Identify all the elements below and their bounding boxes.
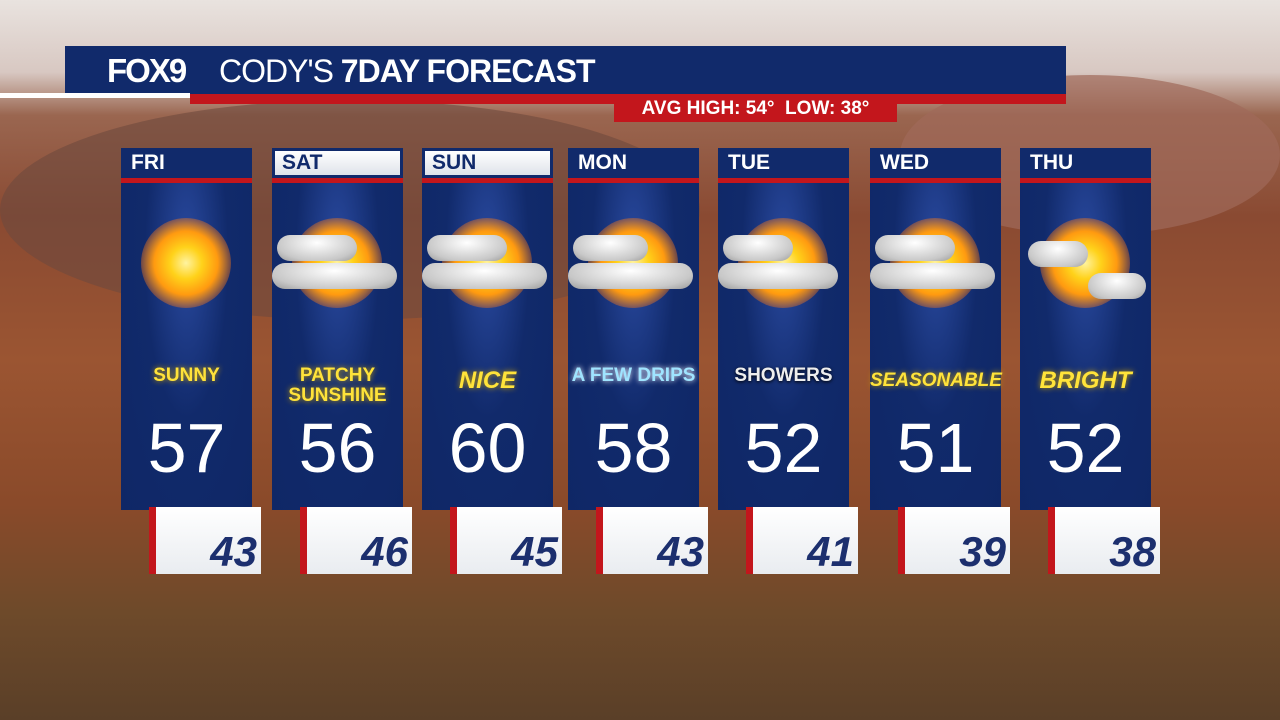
condition-label: SEASONABLE — [870, 370, 1002, 391]
red-stripe — [422, 178, 553, 183]
low-temp-box: 46 — [300, 507, 412, 575]
cloud-icon — [568, 263, 693, 289]
condition-label: SHOWERS — [734, 365, 833, 386]
cloud-icon — [1088, 273, 1146, 299]
day-label: MON — [568, 148, 699, 178]
low-temp-box: 39 — [898, 507, 1010, 575]
day-column: THU BRIGHT 52 38 — [1020, 148, 1160, 575]
cloud-icon — [573, 235, 648, 261]
cloud-icon — [427, 235, 507, 261]
forecast-panel: SHOWERS 52 — [718, 183, 849, 510]
fox9-logo: FOX9 — [107, 52, 187, 89]
high-temp: 52 — [1046, 409, 1125, 487]
high-temp: 57 — [147, 409, 226, 487]
low-temp-box: 43 — [596, 507, 708, 575]
day-column: TUE SHOWERS 52 41 — [718, 148, 858, 575]
cloud-icon — [718, 263, 838, 289]
cloud-icon — [1028, 241, 1088, 267]
day-label: TUE — [718, 148, 849, 178]
cloud-icon — [870, 263, 995, 289]
cloud-icon — [277, 235, 357, 261]
cloud-icon — [875, 235, 955, 261]
cloud-icon — [272, 263, 397, 289]
condition-label: A FEW DRIPS — [571, 365, 696, 386]
red-stripe — [568, 178, 699, 183]
day-column: WED SEASONABLE 51 39 — [870, 148, 1010, 575]
low-temp: 43 — [210, 528, 257, 575]
low-temp: 46 — [361, 528, 408, 575]
condition-label: PATCHY SUNSHINE — [288, 365, 387, 406]
red-stripe — [1020, 178, 1151, 183]
forecast-panel: NICE 60 — [422, 183, 553, 510]
low-temp: 38 — [1109, 528, 1156, 575]
condition-label: BRIGHT — [1039, 367, 1132, 394]
day-column: SUN NICE 60 45 — [422, 148, 562, 575]
red-stripe — [718, 178, 849, 183]
cloud-icon — [422, 263, 547, 289]
high-temp: 52 — [744, 409, 823, 487]
title-main: 7DAY FORECAST — [340, 53, 596, 89]
high-temp: 58 — [594, 409, 673, 487]
condition-label: SUNNY — [153, 365, 220, 386]
low-temp-box: 41 — [746, 507, 858, 575]
day-label: WED — [870, 148, 1001, 178]
forecast-panel: SEASONABLE 51 — [870, 183, 1002, 510]
low-temp-box: 43 — [149, 507, 261, 575]
condition-label: NICE — [458, 367, 517, 394]
page-title: CODY'S 7DAY FORECAST — [219, 53, 596, 90]
forecast-panel: SUNNY 57 — [121, 183, 252, 510]
high-temp: 56 — [298, 409, 377, 487]
title-bar: FOX9 CODY'S 7DAY FORECAST — [65, 46, 1066, 94]
sun-icon — [141, 218, 231, 308]
low-temp: 45 — [511, 528, 558, 575]
high-temp: 51 — [896, 409, 975, 487]
day-column: MON A FEW DRIPS 58 43 — [568, 148, 708, 575]
forecast-panel: BRIGHT 52 — [1020, 183, 1151, 510]
low-temp-box: 38 — [1048, 507, 1160, 575]
day-column: SAT PATCHY SUNSHINE 56 46 — [272, 148, 412, 575]
title-name: CODY'S — [219, 53, 341, 89]
low-temp: 41 — [807, 528, 854, 575]
day-label: THU — [1020, 148, 1151, 178]
forecast-panel: A FEW DRIPS 58 — [568, 183, 699, 510]
low-temp-box: 45 — [450, 507, 562, 575]
divider — [0, 93, 190, 98]
day-label: SUN — [422, 148, 553, 178]
day-column: FRI SUNNY 57 43 — [121, 148, 261, 575]
day-label: SAT — [272, 148, 403, 178]
high-temp: 60 — [448, 409, 527, 487]
red-stripe — [870, 178, 1001, 183]
low-temp: 39 — [959, 528, 1006, 575]
forecast-panel: PATCHY SUNSHINE 56 — [272, 183, 403, 510]
low-temp: 43 — [657, 528, 704, 575]
red-stripe — [272, 178, 403, 183]
cloud-icon — [723, 235, 793, 261]
day-label: FRI — [121, 148, 252, 178]
average-temps: AVG HIGH: 54° LOW: 38° — [614, 96, 897, 122]
red-stripe — [121, 178, 252, 183]
